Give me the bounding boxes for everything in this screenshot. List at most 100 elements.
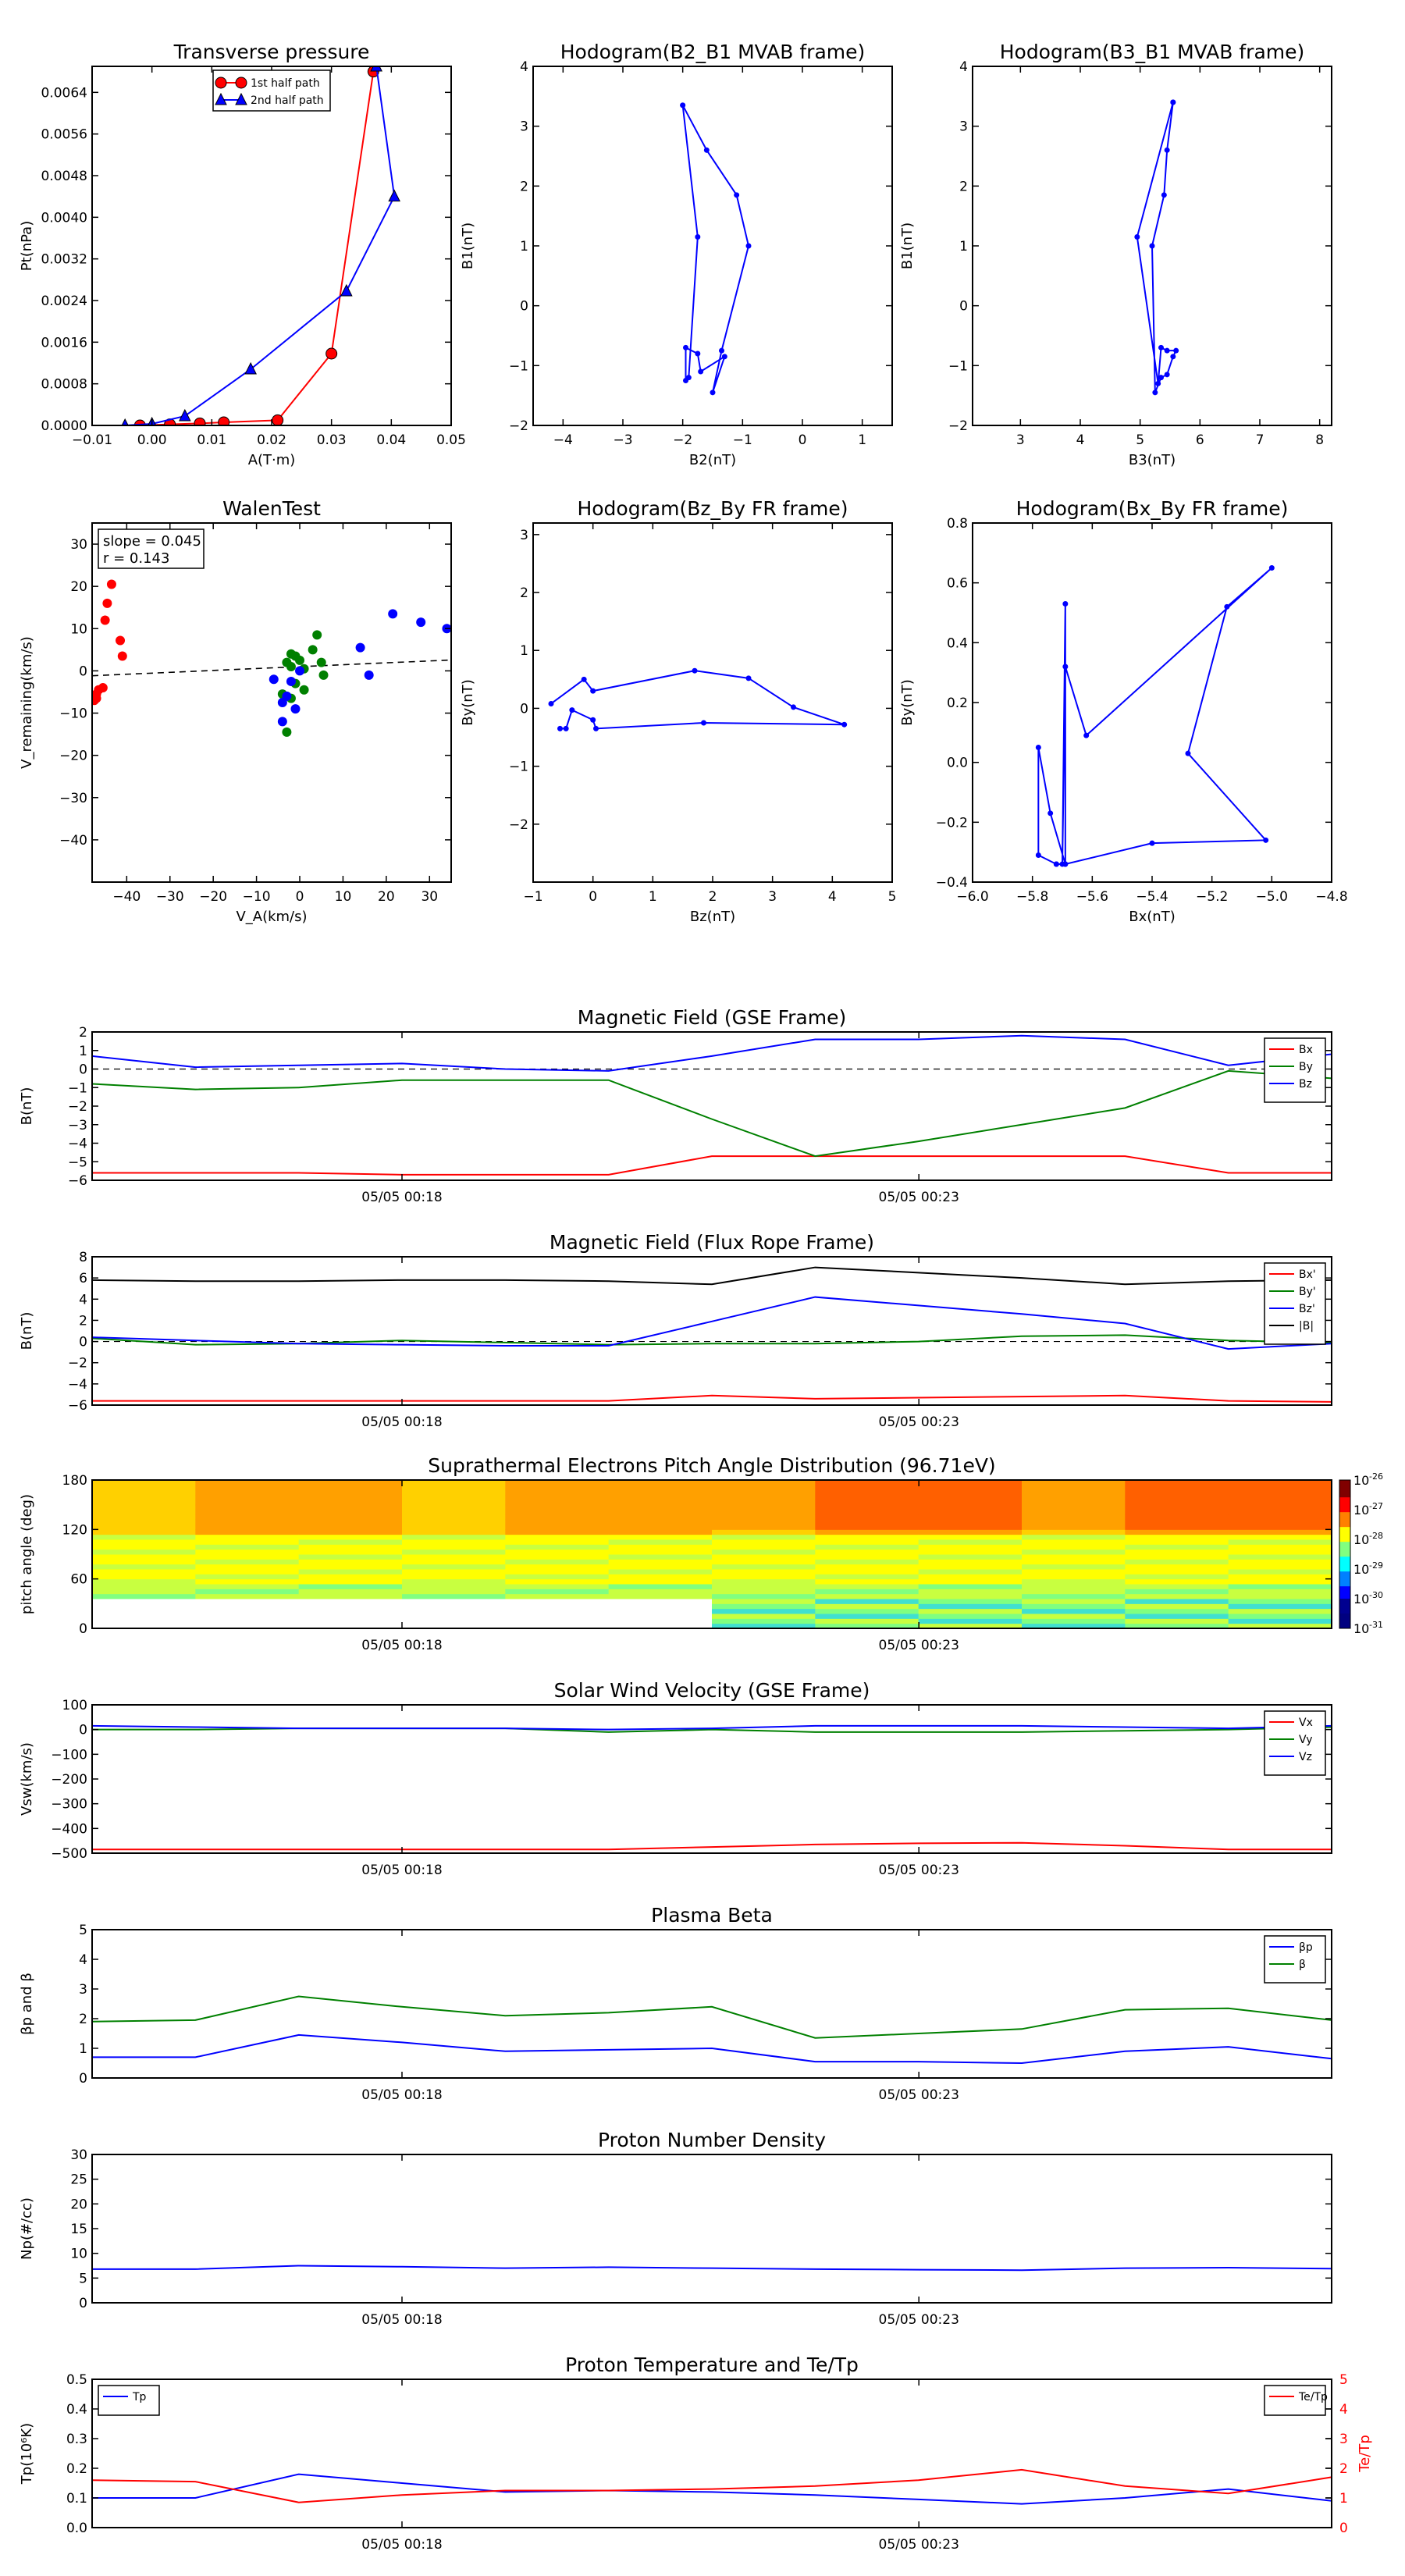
ytick-label: 5 (79, 2271, 87, 2286)
legend-label: Bz (1299, 1078, 1312, 1091)
heatmap-cell (1022, 1599, 1126, 1604)
heatmap-cell (92, 1519, 196, 1525)
heatmap-cell (505, 1519, 610, 1525)
heatmap-cell (712, 1559, 816, 1565)
xtick-label: −0.01 (72, 432, 112, 448)
time-tick-label: 05/05 00:18 (361, 1190, 442, 1205)
plot-frame (532, 66, 893, 426)
legend-label: Bx' (1299, 1268, 1316, 1281)
heatmap-cell (1228, 1500, 1332, 1506)
time-tick-label: 05/05 00:18 (361, 2312, 442, 2328)
heatmap-cell (505, 1544, 610, 1550)
xtick-label: 8 (1315, 432, 1324, 448)
heatmap-cell (505, 1589, 610, 1595)
heatmap-cell (1228, 1525, 1332, 1530)
heatmap-cell (195, 1544, 300, 1550)
xtick-label: 5 (1136, 432, 1144, 448)
heatmap-cell (298, 1578, 403, 1585)
legend-box (212, 69, 331, 112)
heatmap-cell (402, 1504, 506, 1510)
heatmap-cell (815, 1504, 919, 1510)
ytick-label: −0.2 (936, 815, 968, 831)
heatmap-cell (608, 1539, 713, 1545)
data-point (548, 700, 554, 706)
legend-label: Vy (1299, 1734, 1313, 1746)
legend-label: 1st half path (251, 77, 320, 90)
heatmap-cell (402, 1589, 506, 1595)
ytick-label: 3 (520, 528, 528, 543)
data-point (1224, 603, 1230, 610)
data-point (116, 635, 126, 646)
heatmap-cell (918, 1525, 1023, 1530)
heatmap-cell (402, 1549, 506, 1555)
xtick-label: 0.03 (317, 432, 347, 448)
plot-area (548, 667, 848, 731)
heatmap-cell (92, 1539, 196, 1545)
heatmap-cell (1022, 1489, 1126, 1496)
xtick-label: −40 (112, 889, 140, 905)
ytick-label: −1 (509, 760, 528, 775)
heatmap-cell (608, 1584, 713, 1589)
heatmap-cell (505, 1514, 610, 1521)
heatmap-cell (712, 1574, 816, 1580)
heatmap-cell (195, 1529, 300, 1535)
heatmap-cell (505, 1593, 610, 1599)
y-axis-label: Np(#/cc) (19, 2197, 35, 2260)
heatmap-cell (402, 1564, 506, 1570)
x-axis-label: Bx(nT) (1129, 909, 1175, 925)
data-point (370, 66, 382, 72)
heatmap-cell (815, 1485, 919, 1491)
ytick-label: 25 (70, 2172, 87, 2188)
ytick-label: 0 (79, 1621, 87, 1637)
data-point (92, 693, 101, 703)
series-line-Np (92, 2265, 1332, 2272)
data-point (1062, 601, 1069, 607)
heatmap-cell (195, 1500, 300, 1506)
heatmap-cell (1228, 1608, 1332, 1614)
data-point (215, 92, 227, 105)
heatmap-cell (195, 1589, 300, 1595)
heatmap-cell (298, 1489, 403, 1496)
data-point (312, 630, 322, 640)
heatmap-cell (195, 1554, 300, 1560)
heatmap-cell (1125, 1593, 1229, 1599)
heatmap-cell (1125, 1569, 1229, 1574)
data-point (286, 676, 296, 686)
heatmap-cell (195, 1525, 300, 1530)
plot-frame (91, 2154, 1332, 2304)
data-point (106, 579, 116, 589)
heatmap-cell (1228, 1519, 1332, 1525)
heatmap-cell (298, 1529, 403, 1535)
colorbar-segment (1339, 1521, 1350, 1525)
plot-frame (91, 1929, 1332, 2079)
colorbar-segment (1339, 1561, 1350, 1565)
data-point (1164, 147, 1170, 153)
series-line-0 (681, 105, 750, 393)
heatmap-cell (815, 1564, 919, 1570)
heatmap-cell (712, 1510, 816, 1515)
data-point (1185, 750, 1191, 756)
heatmap-cell (1022, 1578, 1126, 1585)
ytick-label: 0 (79, 1723, 87, 1738)
colorbar-segment (1339, 1512, 1350, 1515)
ytick-label: 4 (520, 59, 528, 75)
heatmap-cell (1022, 1539, 1126, 1545)
chart-h1: Hodogram(B2_B1 MVAB frame) −2 −1 0 1 2 3 4 −4 −3 −… (460, 41, 893, 468)
heatmap-cell (402, 1539, 506, 1545)
heatmap-cell (1228, 1539, 1332, 1545)
ytick-label: 0.0048 (41, 169, 87, 184)
y-axis-label: By(nT) (460, 679, 476, 725)
heatmap-cell (298, 1569, 403, 1574)
heatmap-cell (298, 1549, 403, 1555)
ytick-label: −0.4 (936, 875, 968, 891)
colorbar-segment (1339, 1608, 1350, 1612)
heatmap-cell (505, 1534, 610, 1540)
heatmap-cell (1125, 1574, 1229, 1580)
heatmap-cell (1228, 1510, 1332, 1515)
heatmap-cell (608, 1544, 713, 1550)
heatmap-cell (505, 1578, 610, 1585)
heatmap-cell (1125, 1510, 1229, 1515)
heatmap-cell (1125, 1584, 1229, 1589)
data-point (1149, 840, 1155, 846)
heatmap-cell (298, 1480, 403, 1485)
